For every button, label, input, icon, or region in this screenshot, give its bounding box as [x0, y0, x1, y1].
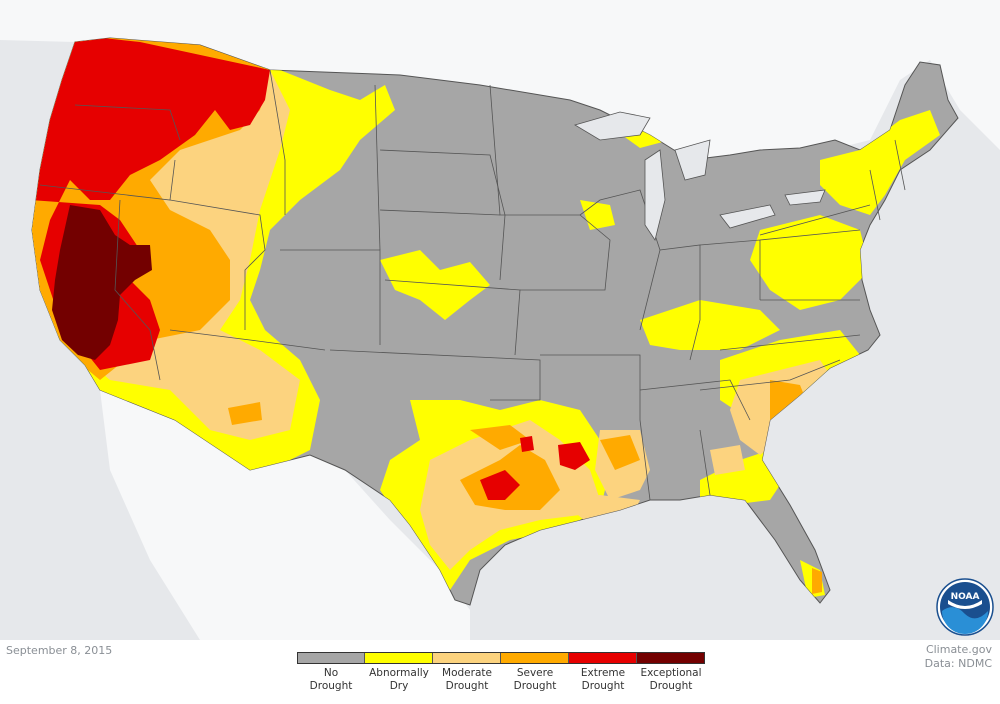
legend-label: No Drought	[309, 667, 353, 692]
drought-layers	[32, 38, 940, 598]
legend-swatch	[433, 652, 501, 664]
us-drought-map-svg	[0, 0, 1000, 640]
noaa-logo-icon: NOAA	[936, 578, 994, 636]
credit-site: Climate.gov	[925, 643, 992, 656]
legend-label: Exceptional Drought	[640, 667, 702, 692]
legend-item-extreme-drought: Extreme Drought	[569, 652, 637, 700]
legend-swatch	[365, 652, 433, 664]
legend-swatch	[501, 652, 569, 664]
legend-item-severe-drought: Severe Drought	[501, 652, 569, 700]
mexico-land	[100, 390, 470, 640]
map-date: September 8, 2015	[6, 644, 113, 657]
legend-item-moderate-drought: Moderate Drought	[433, 652, 501, 700]
footer	[0, 640, 1000, 704]
legend-label: Moderate Drought	[442, 667, 492, 692]
legend-swatch	[569, 652, 637, 664]
exceptional-drought-areas	[52, 205, 152, 360]
legend-label: Extreme Drought	[580, 667, 626, 692]
canada-land	[0, 0, 1000, 180]
great-lakes	[574, 111, 826, 241]
drought-legend: No Drought Abnormally Dry Moderate Drought …	[297, 652, 705, 700]
noaa-logo-text: NOAA	[951, 592, 980, 602]
legend-swatch	[297, 652, 365, 664]
legend-swatch	[637, 652, 705, 664]
legend-item-no-drought: No Drought	[297, 652, 365, 700]
legend-label: Abnormally Dry	[369, 667, 429, 692]
legend-item-exceptional-drought: Exceptional Drought	[637, 652, 705, 700]
credit-data: Data: NDMC	[924, 657, 992, 670]
legend-label: Severe Drought	[513, 667, 557, 692]
drought-map: NOAA	[0, 0, 1000, 640]
state-borders	[39, 69, 906, 501]
legend-item-abnormally-dry: Abnormally Dry	[365, 652, 433, 700]
